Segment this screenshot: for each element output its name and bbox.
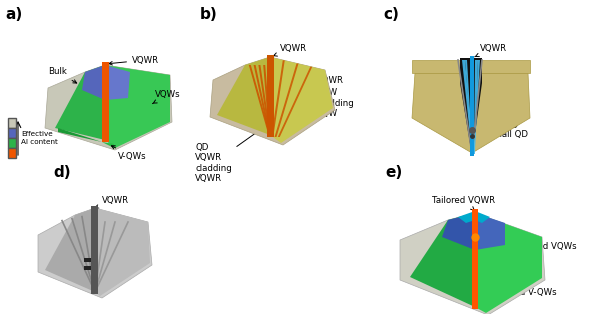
Bar [8, 128, 16, 138]
Bar [84, 258, 91, 262]
Text: a): a) [5, 7, 22, 22]
Polygon shape [38, 208, 152, 298]
Polygon shape [470, 56, 474, 156]
Polygon shape [475, 213, 505, 250]
Polygon shape [442, 213, 475, 250]
Polygon shape [462, 60, 473, 154]
Text: Small QD: Small QD [478, 129, 528, 138]
Polygon shape [91, 206, 98, 294]
Polygon shape [278, 67, 312, 137]
Text: Tailored VQWs: Tailored VQWs [515, 242, 577, 255]
Polygon shape [275, 63, 299, 137]
Polygon shape [55, 65, 105, 140]
Polygon shape [472, 73, 530, 153]
Text: d): d) [53, 165, 71, 180]
Text: VQWR: VQWR [109, 56, 159, 65]
Bar [84, 266, 91, 270]
Bar [8, 118, 16, 128]
Polygon shape [45, 208, 95, 292]
Polygon shape [400, 213, 545, 314]
Text: VQWR: VQWR [95, 196, 129, 208]
Polygon shape [474, 60, 480, 154]
Polygon shape [412, 60, 460, 73]
Text: LQWR: LQWR [311, 75, 343, 86]
Polygon shape [263, 65, 271, 137]
Polygon shape [410, 213, 475, 307]
Text: Effective
Al content: Effective Al content [21, 132, 58, 144]
Polygon shape [474, 60, 478, 154]
Text: QD: QD [95, 253, 125, 263]
Polygon shape [105, 65, 170, 148]
Text: c): c) [383, 7, 399, 22]
Bar [8, 148, 16, 158]
Polygon shape [460, 58, 472, 156]
Polygon shape [465, 60, 473, 154]
Polygon shape [475, 213, 542, 313]
Polygon shape [45, 65, 172, 150]
Polygon shape [271, 60, 285, 137]
Polygon shape [217, 57, 270, 135]
Text: Tailored VQWR: Tailored VQWR [432, 196, 495, 210]
Text: b): b) [200, 7, 218, 22]
Polygon shape [249, 65, 271, 137]
Polygon shape [105, 65, 130, 100]
Polygon shape [412, 73, 472, 153]
Text: VQW
cladding
VQW: VQW cladding VQW [299, 88, 354, 118]
Text: VQWR: VQWR [274, 44, 307, 56]
Polygon shape [267, 55, 274, 137]
Polygon shape [259, 65, 271, 137]
Text: e): e) [385, 165, 402, 180]
Polygon shape [95, 208, 150, 296]
Polygon shape [58, 128, 102, 142]
Text: Bulk: Bulk [48, 68, 77, 83]
Text: Tailored V-QWs: Tailored V-QWs [486, 289, 557, 297]
Polygon shape [480, 60, 530, 73]
Text: VQWs: VQWs [152, 90, 181, 104]
Text: QD: QD [95, 263, 125, 273]
Polygon shape [82, 65, 105, 100]
Polygon shape [210, 57, 335, 145]
Bar [8, 138, 16, 148]
Text: Big QD: Big QD [478, 122, 518, 131]
Polygon shape [102, 142, 114, 148]
Polygon shape [472, 209, 478, 309]
Text: V-QWs: V-QWs [112, 146, 146, 161]
Polygon shape [270, 57, 333, 143]
Polygon shape [102, 62, 109, 142]
Polygon shape [254, 65, 271, 137]
Polygon shape [472, 58, 482, 156]
Text: VQWR: VQWR [475, 44, 507, 57]
Text: QD
VQWR
cladding
VQWR: QD VQWR cladding VQWR [195, 127, 264, 183]
Polygon shape [458, 211, 490, 223]
